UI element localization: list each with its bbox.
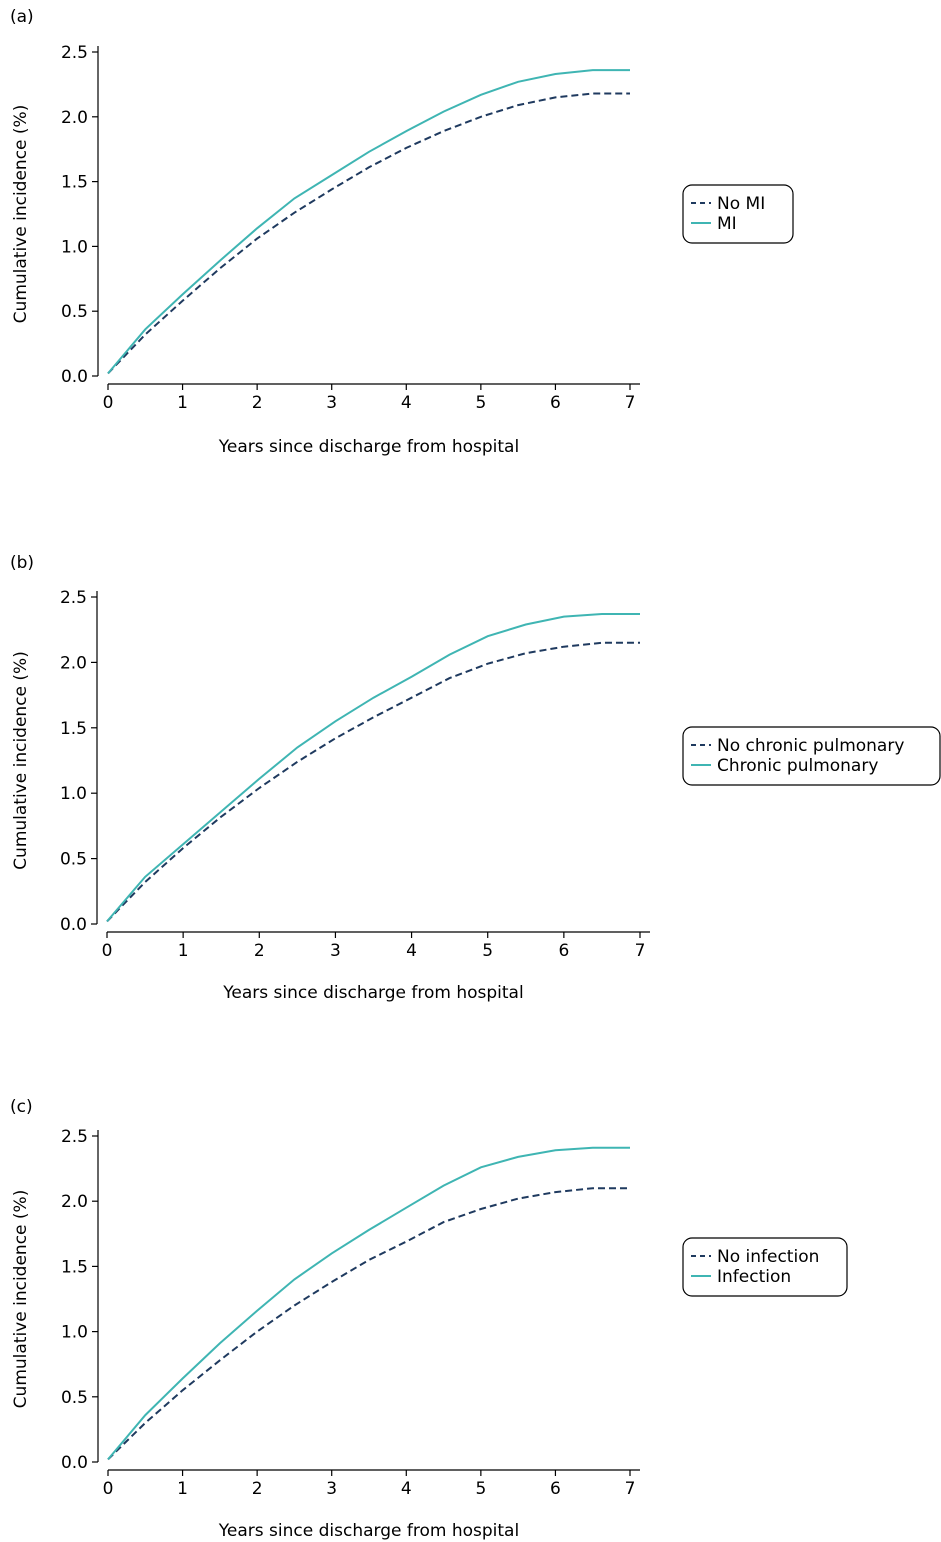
legend-entry: No chronic pulmonary	[717, 736, 904, 756]
x-tick-label: 7	[625, 1479, 636, 1499]
y-tick-label: 0.0	[61, 367, 88, 387]
y-tick-label: 1.0	[61, 237, 88, 257]
chart-panel-a: (a) 0.0 0.5 1.0 1.5 2.0 2.5 0 1 2 3 4 5 6 7 Years since…	[10, 7, 794, 457]
series-line-comparison	[107, 69, 630, 375]
y-tick-label: 2.5	[61, 43, 88, 63]
y-tick-label: 2.0	[61, 1192, 88, 1212]
y-axis-title: Cumulative incidence (%)	[11, 1190, 31, 1409]
x-tick-label: 4	[406, 941, 417, 961]
y-tick-label: 0.5	[60, 850, 87, 870]
legend-entry: No MI	[717, 194, 765, 214]
x-tick-label: 1	[178, 941, 189, 961]
legend-box	[682, 726, 941, 786]
y-tick-label: 2.5	[60, 588, 87, 608]
legend-entry: Chronic pulmonary	[717, 756, 878, 776]
x-tick-label: 7	[625, 393, 636, 413]
x-tick-label: 2	[254, 941, 265, 961]
x-tick-label: 1	[177, 393, 188, 413]
x-tick-label: 0	[103, 1479, 114, 1499]
chart-panel-c: (c) 0.0 0.5 1.0 1.5 2.0 2.5 0 1 2 3 4 5 6 7 Years since…	[10, 1097, 848, 1541]
x-tick-label: 6	[558, 941, 569, 961]
y-tick-label: 0.0	[61, 1453, 88, 1473]
y-tick-label: 1.5	[61, 173, 88, 193]
legend-box	[682, 184, 794, 244]
x-tick-label: 1	[177, 1479, 188, 1499]
x-tick-label: 5	[475, 393, 486, 413]
series-line-comparison	[106, 613, 640, 923]
panel-label: (a)	[10, 7, 34, 27]
y-tick-label: 2.5	[61, 1127, 88, 1147]
x-tick-label: 6	[550, 393, 561, 413]
x-tick-label: 3	[326, 393, 337, 413]
x-tick-label: 2	[252, 1479, 263, 1499]
x-axis-title: Years since discharge from hospital	[218, 1521, 519, 1541]
x-axis-title: Years since discharge from hospital	[218, 437, 519, 457]
x-tick-label: 5	[475, 1479, 486, 1499]
y-tick-label: 0.5	[61, 302, 88, 322]
series-line-reference	[106, 641, 640, 923]
y-tick-label: 1.5	[61, 1257, 88, 1277]
panel-label: (c)	[10, 1097, 33, 1117]
chart-panel-b: (b) 0.0 0.5 1.0 1.5 2.0 2.5 0 1 2 3 4 5 6 7 Years since…	[10, 553, 941, 1003]
x-tick-label: 3	[330, 941, 341, 961]
x-axis-title: Years since discharge from hospital	[222, 983, 523, 1003]
y-tick-label: 1.0	[61, 1323, 88, 1343]
y-tick-label: 2.0	[60, 653, 87, 673]
x-tick-label: 0	[102, 941, 113, 961]
series-line-comparison	[107, 1146, 630, 1461]
x-tick-label: 6	[550, 1479, 561, 1499]
series-line-reference	[107, 92, 630, 375]
legend-entry: MI	[717, 214, 737, 234]
x-tick-label: 2	[252, 393, 263, 413]
y-tick-label: 2.0	[61, 108, 88, 128]
x-tick-label: 5	[482, 941, 493, 961]
x-tick-label: 3	[326, 1479, 337, 1499]
legend-entry: Infection	[717, 1267, 791, 1287]
y-axis-title: Cumulative incidence (%)	[11, 651, 31, 870]
x-tick-label: 0	[103, 393, 114, 413]
y-tick-label: 0.0	[60, 915, 87, 935]
x-tick-label: 7	[635, 941, 646, 961]
x-tick-label: 4	[401, 1479, 412, 1499]
x-tick-label: 4	[401, 393, 412, 413]
y-tick-label: 1.5	[60, 719, 87, 739]
y-tick-label: 0.5	[61, 1388, 88, 1408]
y-axis-title: Cumulative incidence (%)	[11, 105, 31, 324]
legend-box	[682, 1237, 848, 1297]
panel-label: (b)	[10, 553, 34, 573]
y-tick-label: 1.0	[60, 784, 87, 804]
legend-entry: No infection	[717, 1247, 819, 1267]
